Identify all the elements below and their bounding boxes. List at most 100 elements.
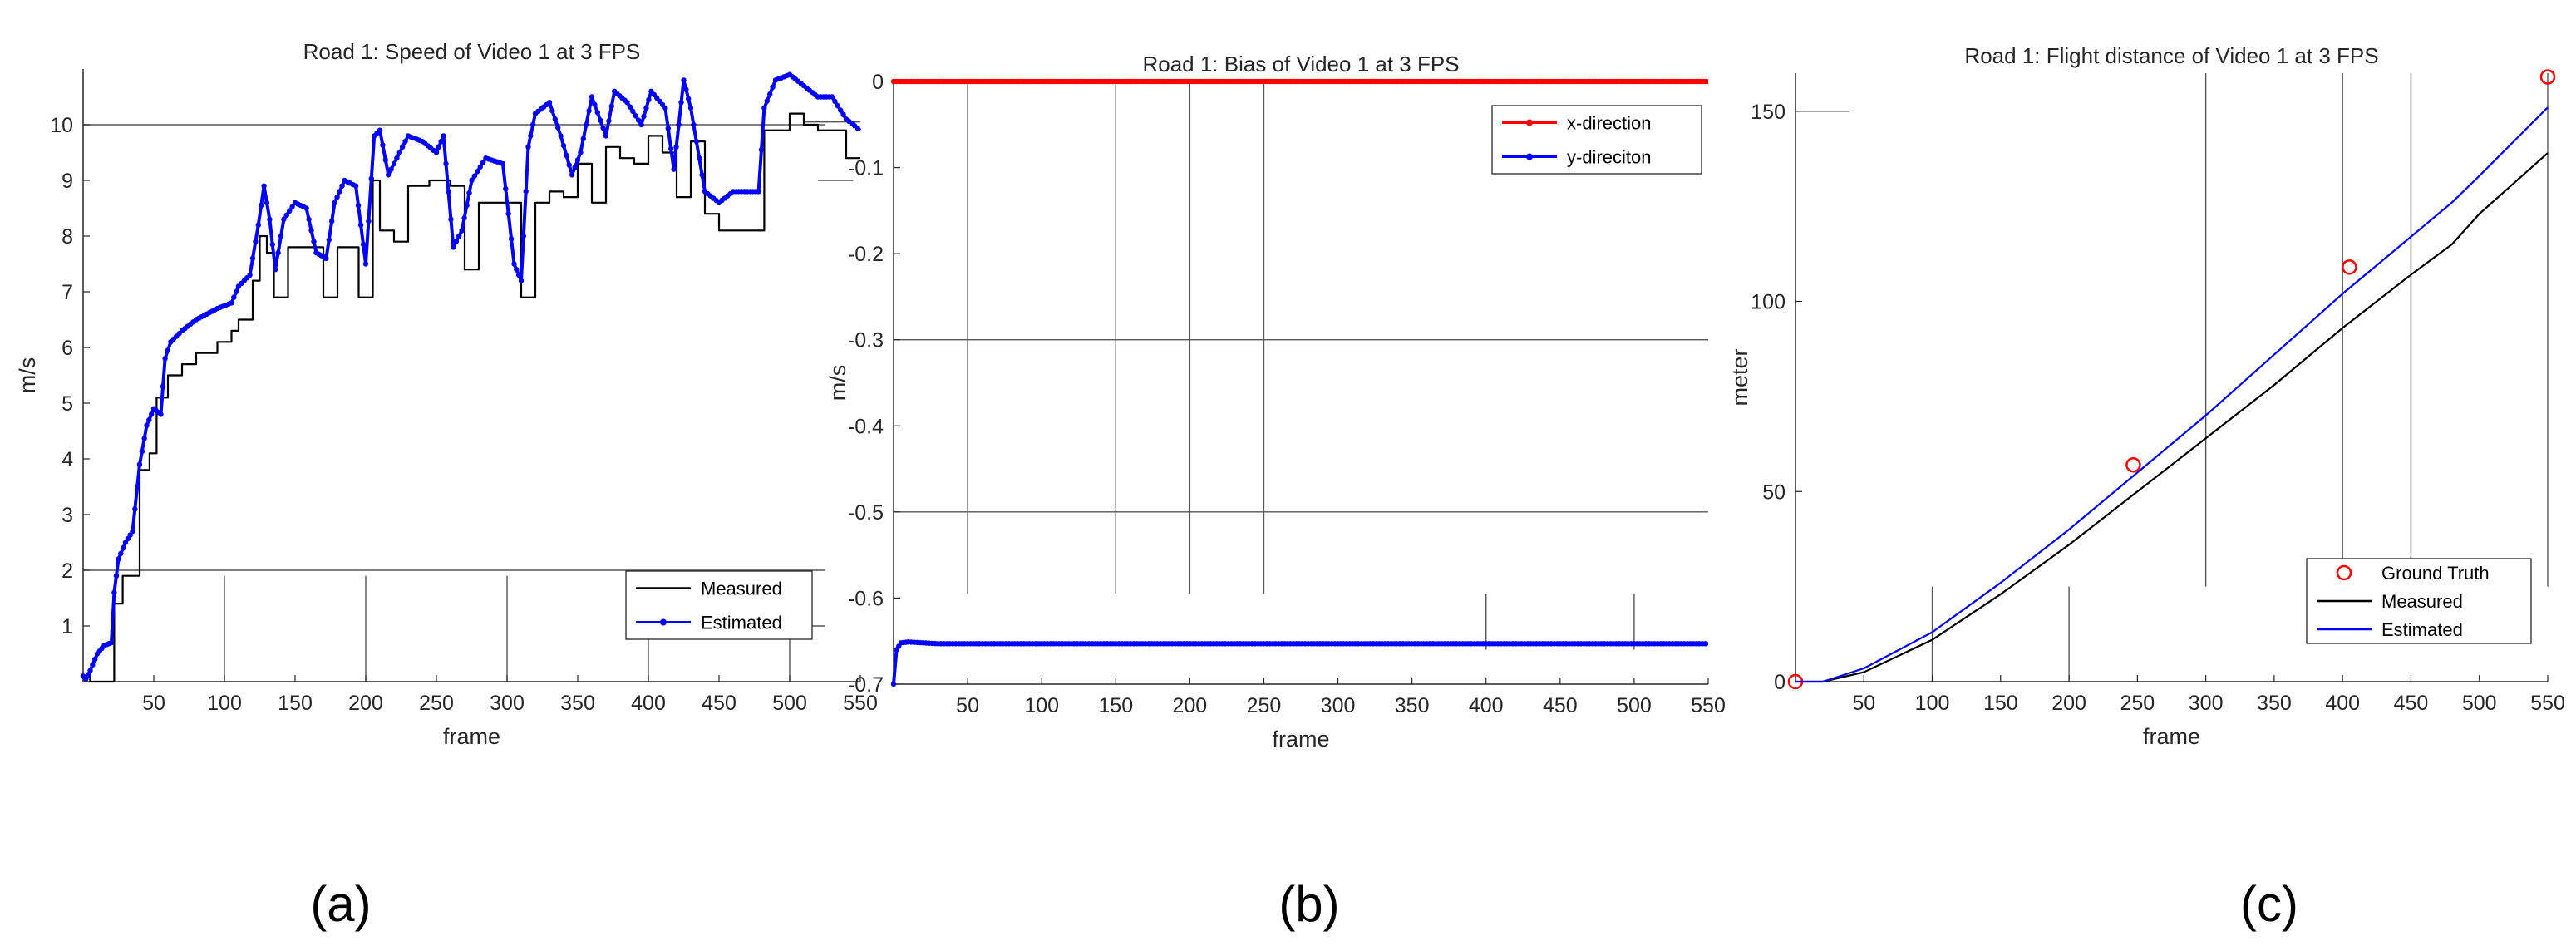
data-point (162, 356, 168, 362)
data-point (523, 189, 529, 195)
legend-label: Ground Truth (2381, 563, 2490, 584)
data-point (603, 133, 609, 139)
data-point (638, 121, 644, 128)
data-point (676, 121, 682, 128)
y-tick-label: 8 (62, 225, 73, 249)
data-point (386, 172, 392, 178)
data-point (247, 272, 253, 278)
data-point (326, 237, 332, 243)
data-point (337, 189, 342, 195)
data-point (2125, 456, 2141, 473)
data-point (116, 556, 121, 562)
data-point (311, 239, 317, 244)
series-line (83, 112, 860, 683)
legend-label: Measured (2381, 591, 2463, 612)
panel-caption: (b) (1278, 876, 1339, 932)
data-point (267, 216, 273, 223)
data-point (552, 116, 558, 122)
data-point (466, 190, 472, 196)
data-point (136, 461, 143, 467)
legend-marker (2336, 564, 2352, 581)
data-point (158, 411, 164, 417)
series-line (1795, 152, 2549, 683)
x-tick-label: 50 (142, 692, 165, 715)
data-point (756, 189, 761, 195)
series-line (892, 640, 1708, 685)
series-line (1795, 106, 2549, 683)
x-tick-label: 250 (1247, 694, 1282, 717)
data-point (832, 98, 838, 105)
x-tick-label: 450 (2394, 692, 2429, 715)
data-point (165, 347, 171, 353)
data-point (108, 639, 115, 646)
data-point (255, 222, 261, 228)
data-point (111, 589, 117, 595)
panel-caption: (c) (2240, 876, 2298, 932)
data-point (890, 681, 897, 687)
series-x-direction (890, 78, 1708, 85)
data-point (572, 165, 578, 170)
series-y-direciton (890, 639, 1708, 687)
legend: Ground Truth Measured Estimated (2306, 558, 2532, 644)
x-tick-label: 400 (1469, 694, 1504, 717)
data-point (829, 94, 835, 100)
x-tick-label: 200 (2051, 692, 2086, 715)
x-axis-label: frame (443, 724, 500, 749)
data-point (515, 272, 522, 278)
data-point (475, 169, 480, 175)
x-tick-label: 300 (2189, 692, 2224, 715)
data-point (630, 108, 636, 115)
x-tick-label: 400 (2325, 692, 2360, 715)
data-point (377, 127, 383, 133)
legend-label: Measured (701, 579, 782, 599)
data-point (592, 101, 598, 108)
data-point (83, 676, 89, 682)
x-tick-label: 350 (560, 692, 595, 715)
y-tick-label: 100 (1751, 291, 1785, 314)
x-tick-label: 50 (956, 694, 979, 717)
data-point (329, 218, 335, 224)
x-tick-label: 400 (631, 692, 666, 715)
data-point (643, 105, 649, 111)
data-point (436, 144, 442, 150)
data-point (323, 255, 329, 261)
data-point (261, 183, 267, 189)
x-tick-label: 250 (2120, 692, 2155, 715)
data-point (480, 160, 486, 165)
data-point (580, 136, 586, 141)
data-point (835, 103, 840, 109)
data-point (549, 108, 555, 114)
data-point (685, 96, 692, 101)
data-point (289, 204, 295, 210)
chart-title: Road 1: Flight distance of Video 1 at 3 … (1964, 43, 2378, 68)
chart-panel-3: 50 100 150 200 250 300 350 400 450 500 550 0 50 100 15… (1727, 43, 2565, 932)
data-point (546, 100, 553, 106)
data-point (503, 185, 509, 192)
data-point (641, 113, 647, 120)
data-point (249, 255, 256, 261)
data-point (671, 166, 677, 172)
data-point (2539, 69, 2556, 85)
legend-marker (660, 618, 667, 626)
data-point (306, 216, 312, 223)
data-point (141, 436, 147, 441)
data-point (402, 138, 408, 145)
data-point (443, 160, 449, 167)
data-point (130, 528, 135, 535)
data-point (231, 294, 237, 300)
legend: x-direction y-direciton (1491, 105, 1702, 175)
x-tick-label: 250 (419, 692, 454, 715)
legend-box (625, 570, 813, 640)
series-measured (83, 112, 860, 683)
x-tick-label: 450 (702, 692, 736, 715)
data-point (2342, 259, 2357, 275)
data-point (469, 177, 475, 184)
data-point (366, 218, 372, 224)
data-point (134, 484, 140, 490)
x-tick-label: 550 (1691, 694, 1726, 717)
x-tick-label: 350 (1395, 694, 1430, 717)
data-point (770, 84, 776, 90)
data-point (287, 208, 293, 214)
data-point (566, 162, 572, 168)
y-tick-label: 5 (62, 392, 73, 416)
